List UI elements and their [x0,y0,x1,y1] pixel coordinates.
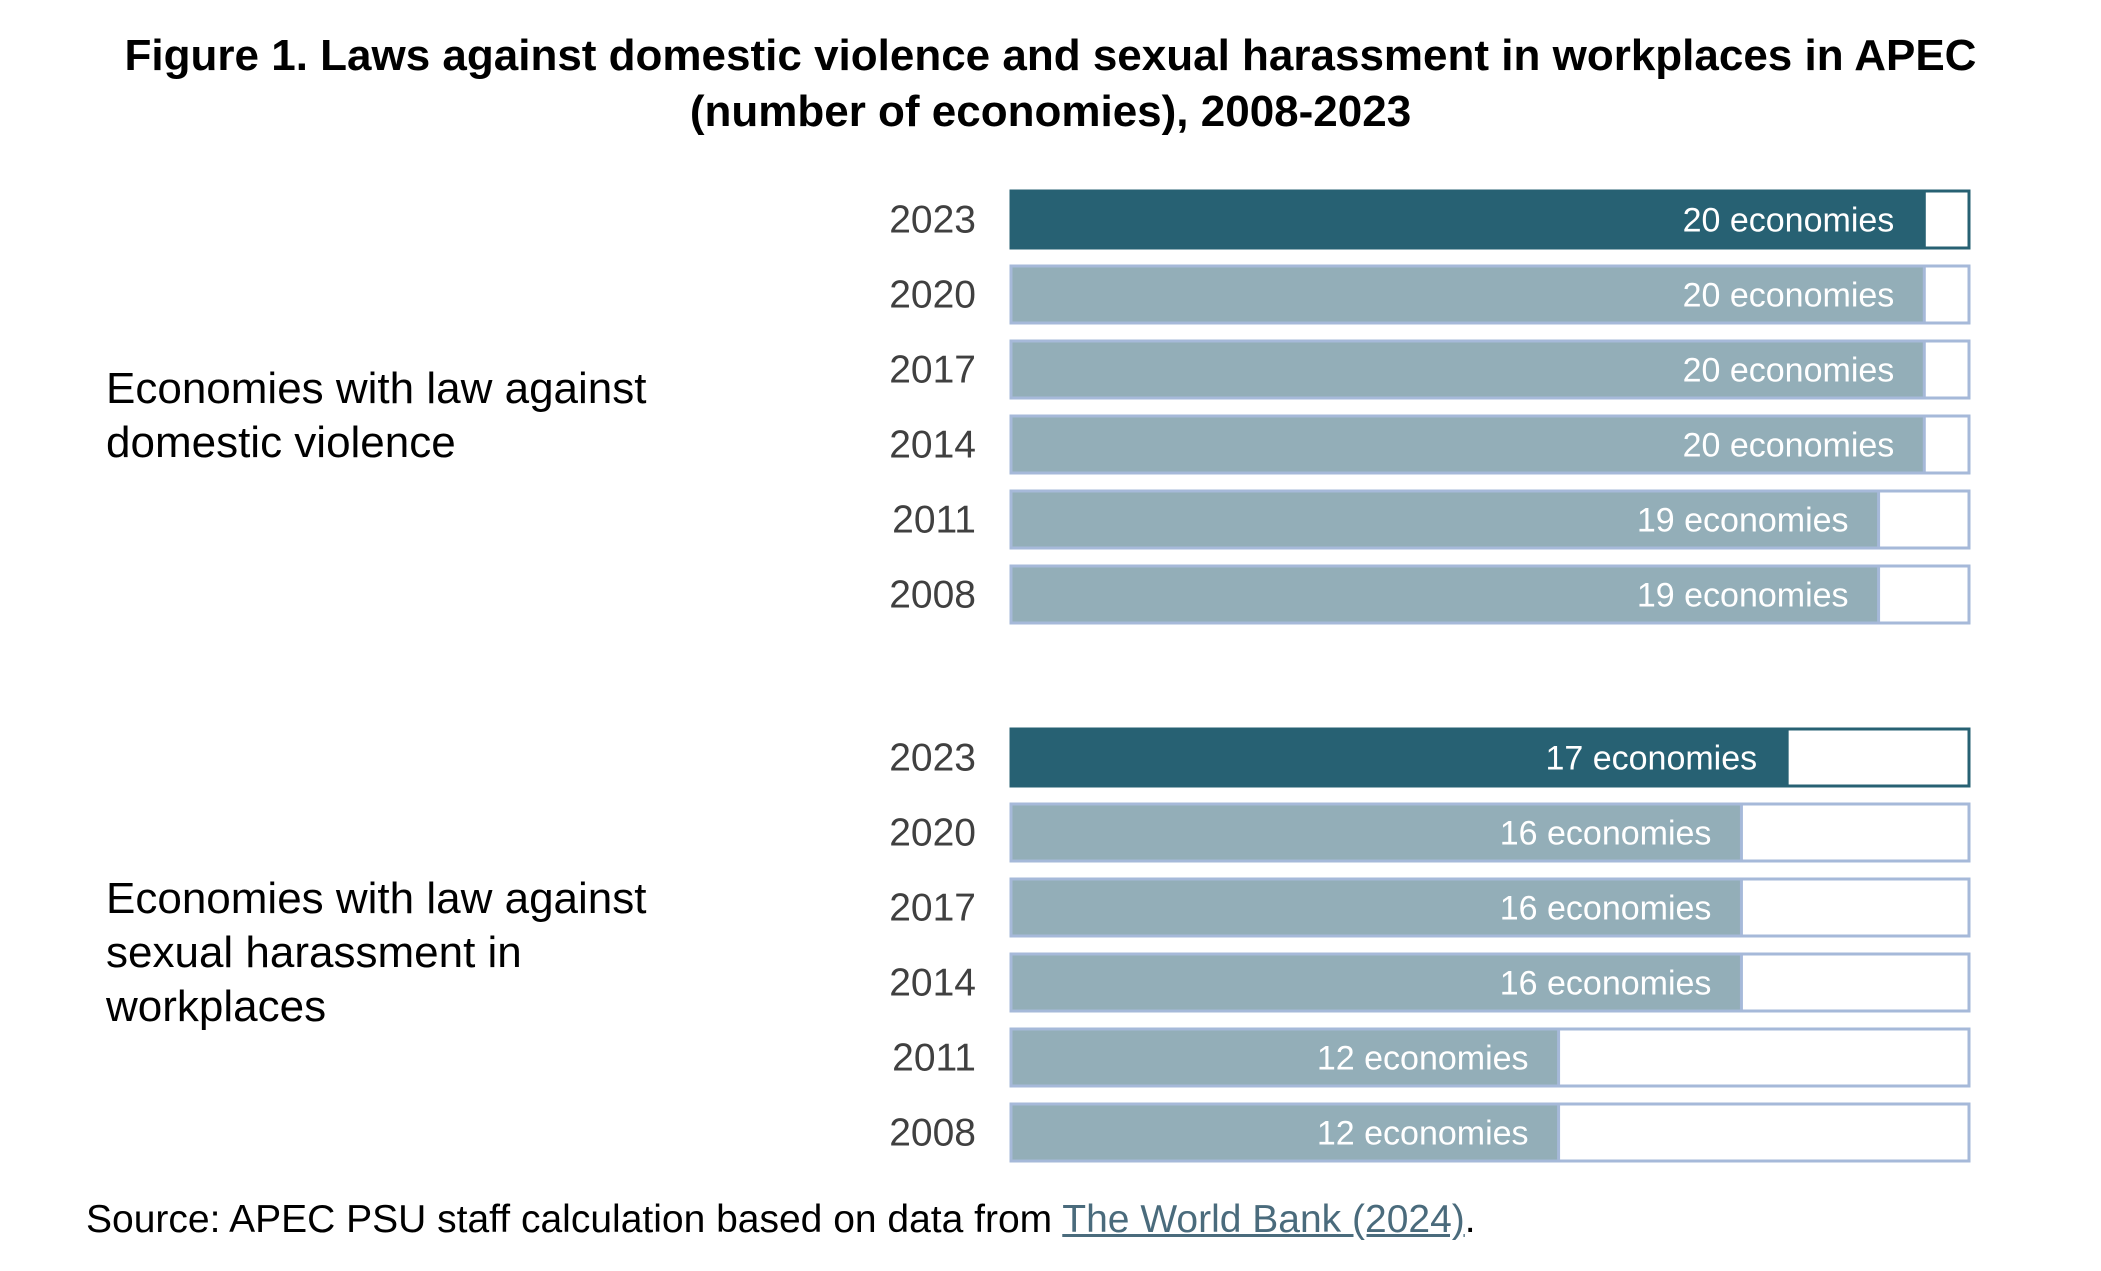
data-label: 16 economies [1500,815,1712,853]
group-label-line: Economies with law against [106,364,647,413]
bar-2011 [1009,1027,1561,1088]
bar-2023 [1009,189,1926,250]
year-label: 2011 [892,499,976,542]
source-prefix: Source: APEC PSU staff calculation based… [86,1198,1063,1241]
group-label-line: Economies with law against [106,874,647,923]
year-label: 2020 [889,274,976,317]
bar-2014 [1009,414,1926,475]
bar-2017 [1009,877,1743,938]
title-line-2: (number of economies), 2008-2023 [689,87,1412,136]
year-label: 2014 [889,962,976,1005]
bar-2011 [1009,489,1881,550]
data-label: 20 economies [1683,427,1895,465]
year-label: 2023 [889,199,976,242]
year-label: 2023 [889,737,976,780]
group-label-line: domestic violence [106,418,456,467]
data-label: 16 economies [1500,965,1712,1003]
data-label: 16 economies [1500,890,1712,928]
data-label: 17 economies [1545,740,1757,778]
group-label-sexual-harassment: Economies with law against sexual harass… [106,872,746,1034]
data-label: 19 economies [1637,502,1849,540]
group-label-line: workplaces [106,982,327,1031]
data-label: 20 economies [1683,352,1895,390]
data-label: 19 economies [1637,577,1849,615]
year-label: 2017 [889,349,976,392]
bar-2020 [1009,264,1926,325]
year-label: 2014 [889,424,976,467]
bar-2008 [1009,1102,1561,1163]
data-label: 12 economies [1317,1040,1529,1078]
title-line-1: Figure 1. Laws against domestic violence… [124,31,1977,80]
data-label: 12 economies [1317,1115,1529,1153]
bar-2014 [1009,952,1743,1013]
data-label: 20 economies [1683,202,1895,240]
source-link[interactable]: The World Bank (2024) [1062,1198,1465,1241]
year-label: 2020 [889,812,976,855]
year-label: 2011 [892,1037,976,1080]
bar-2020 [1009,802,1743,863]
source-note: Source: APEC PSU staff calculation based… [86,1196,1476,1244]
group-label-domestic-violence: Economies with law against domestic viol… [106,362,746,470]
chart-title: Figure 1. Laws against domestic violence… [0,28,2101,140]
bar-2008 [1009,564,1881,625]
source-suffix: . [1464,1198,1476,1241]
year-label: 2008 [889,1112,976,1155]
year-label: 2008 [889,574,976,617]
bar-2023 [1009,727,1789,788]
data-label: 20 economies [1683,277,1895,315]
group-label-line: sexual harassment in [106,928,522,977]
year-label: 2017 [889,887,976,930]
bar-2017 [1009,339,1926,400]
